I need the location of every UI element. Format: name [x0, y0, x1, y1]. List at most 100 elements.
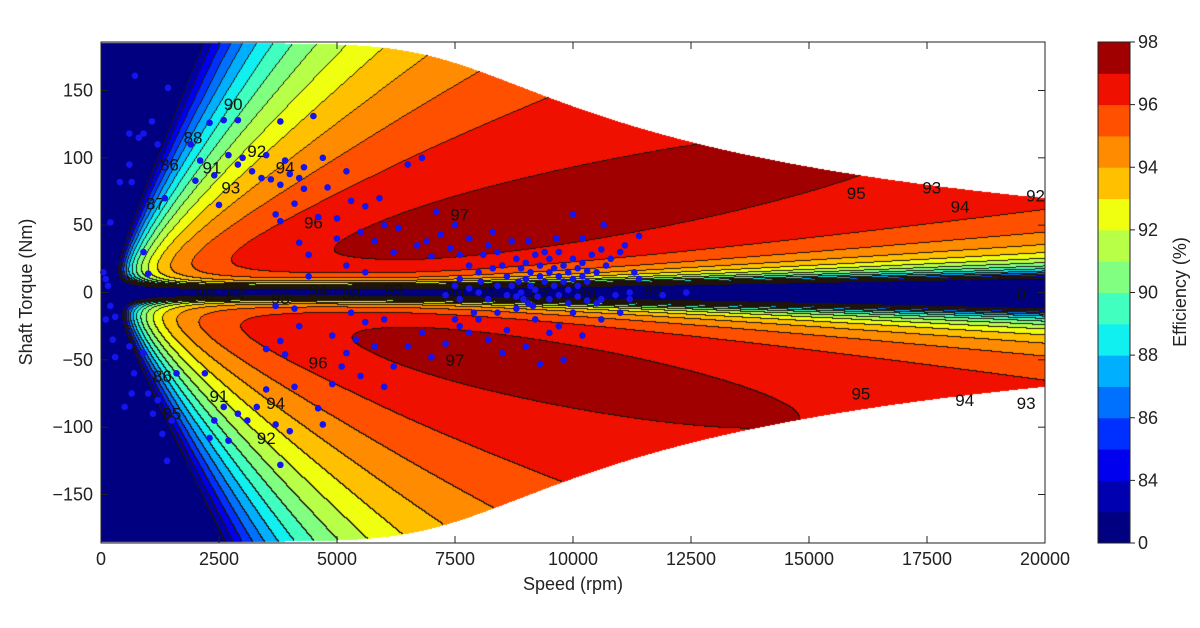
contour-label: 94 — [955, 391, 974, 410]
x-tick-label: 17500 — [902, 549, 952, 569]
colorbar-band — [1098, 198, 1130, 231]
operating-point — [546, 295, 553, 303]
contour-label: 93 — [221, 178, 240, 197]
contour-label: 90 — [224, 95, 243, 114]
operating-point — [220, 116, 228, 124]
operating-point — [583, 267, 591, 275]
operating-point — [140, 349, 147, 357]
operating-point — [546, 329, 553, 337]
operating-point — [258, 174, 265, 182]
operating-point — [140, 248, 147, 256]
operating-point — [522, 343, 530, 350]
operating-point — [310, 112, 317, 120]
operating-point — [626, 295, 633, 303]
operating-point — [541, 278, 548, 286]
colorbar-band — [1098, 42, 1130, 74]
operating-point — [494, 309, 501, 317]
x-tick-label: 5000 — [317, 549, 357, 569]
operating-point — [569, 255, 577, 263]
x-tick-label: 20000 — [1020, 549, 1070, 569]
contour-label: 91 — [202, 158, 221, 177]
colorbar-tick-label: 90 — [1138, 283, 1158, 303]
operating-point — [498, 349, 506, 357]
operating-point — [560, 356, 567, 364]
operating-point — [159, 430, 166, 438]
operating-point — [128, 390, 135, 397]
operating-point — [574, 264, 582, 272]
operating-point — [319, 421, 327, 428]
contour-label: 0 — [1017, 285, 1026, 304]
operating-point — [588, 251, 596, 259]
colorbar-band — [1098, 355, 1130, 387]
operating-point — [277, 181, 284, 189]
operating-point — [107, 302, 114, 310]
operating-point — [564, 268, 572, 276]
operating-point — [111, 353, 119, 361]
efficiency-contour-fill — [101, 42, 1045, 543]
operating-point — [517, 264, 525, 272]
operating-point — [555, 291, 563, 299]
contour-label: 94 — [951, 197, 970, 216]
operating-point — [494, 248, 501, 256]
operating-point — [206, 119, 213, 127]
contour-label: 89 — [644, 281, 663, 300]
operating-point — [291, 305, 298, 312]
operating-point — [395, 224, 402, 232]
operating-point — [300, 185, 308, 193]
operating-point — [102, 275, 110, 283]
contour-label: 86 — [153, 367, 172, 386]
contour-label: 93 — [922, 178, 941, 197]
axes: 0 2500 5000 7500 10000 12500 15000 17500 20000−1… — [52, 42, 1070, 569]
operating-point — [612, 291, 619, 299]
operating-point — [295, 174, 303, 182]
operating-point — [164, 84, 172, 92]
colorbar-tick-label: 96 — [1138, 95, 1158, 115]
operating-point — [413, 242, 421, 249]
operating-point — [380, 221, 388, 229]
contour-label: 92 — [1026, 187, 1045, 206]
operating-point — [333, 235, 341, 242]
operating-point — [480, 251, 487, 259]
contour-label: 91 — [210, 387, 229, 406]
operating-point — [593, 268, 600, 276]
colorbar-tick-label: 0 — [1138, 533, 1148, 553]
operating-point — [281, 351, 289, 358]
operating-point — [267, 176, 275, 183]
operating-point — [380, 383, 388, 391]
colorbar-tick-label: 92 — [1138, 220, 1158, 240]
operating-point — [126, 161, 133, 168]
colorbar-tick-label: 94 — [1138, 157, 1158, 177]
colorbar-band — [1098, 480, 1130, 513]
operating-point — [522, 275, 530, 283]
x-axis-label: Speed (rpm) — [523, 574, 623, 594]
operating-point — [305, 273, 312, 280]
operating-point — [465, 235, 473, 242]
operating-point — [196, 157, 204, 164]
operating-point — [418, 329, 426, 337]
contour-label: 92 — [257, 429, 276, 448]
operating-point — [201, 370, 209, 377]
operating-point — [343, 262, 350, 269]
operating-point — [215, 201, 223, 209]
operating-point — [564, 286, 572, 294]
operating-point — [498, 262, 506, 269]
operating-point — [451, 282, 459, 290]
operating-point — [333, 215, 341, 222]
operating-point — [456, 295, 464, 303]
operating-point — [513, 293, 520, 300]
operating-point — [531, 286, 539, 294]
contour-label: 88 — [195, 285, 214, 304]
operating-point — [295, 239, 303, 246]
operating-point — [116, 178, 124, 186]
operating-point — [104, 282, 112, 290]
operating-point — [111, 313, 119, 321]
operating-point — [161, 194, 169, 202]
operating-point — [517, 289, 525, 296]
contour-label: 97 — [446, 351, 465, 370]
operating-point — [593, 299, 600, 307]
operating-point — [343, 167, 350, 175]
operating-point — [206, 434, 213, 442]
colorbar-tick-label: 88 — [1138, 345, 1158, 365]
operating-point — [144, 270, 152, 277]
operating-points — [100, 72, 690, 469]
